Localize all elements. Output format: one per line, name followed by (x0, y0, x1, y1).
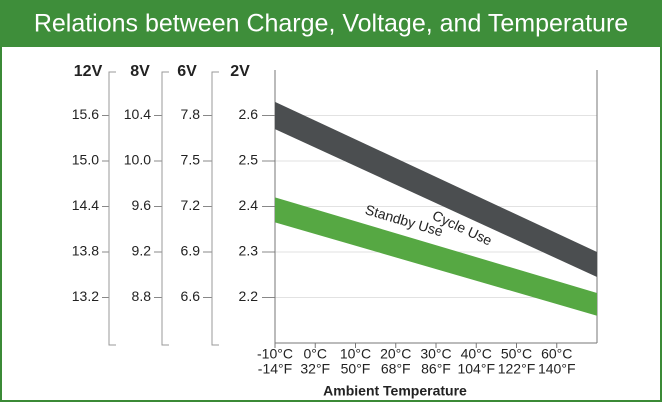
y-tick-label: 2.6 (239, 106, 259, 122)
band (275, 101, 597, 278)
axis-bracket (211, 71, 219, 346)
x-tick-label: 40°C (461, 346, 492, 362)
x-tick-label: 104°F (457, 361, 495, 377)
x-tick-label: -10°C (257, 346, 293, 362)
y-tick-label: 15.6 (72, 106, 99, 122)
chart-title: Relations between Charge, Voltage, and T… (34, 10, 628, 38)
y-tick-label: 2.3 (239, 243, 259, 259)
y-tick-label: 7.5 (181, 152, 201, 168)
y-tick-label: 10.0 (124, 152, 151, 168)
y-tick-label: 15.0 (72, 152, 99, 168)
band (275, 197, 597, 316)
x-tick-label: 20°C (380, 346, 411, 362)
y-tick-label: 6.6 (181, 288, 201, 304)
axis-header: 12V (74, 63, 103, 80)
x-tick-label: 86°F (421, 361, 451, 377)
y-tick-label: 6.9 (181, 243, 201, 259)
x-tick-label: 50°F (341, 361, 371, 377)
x-tick-label: 30°C (420, 346, 451, 362)
x-tick-label: 60°C (541, 346, 572, 362)
y-tick-label: 7.8 (181, 106, 201, 122)
y-tick-label: 2.4 (239, 197, 259, 213)
y-tick-label: 10.4 (124, 106, 151, 122)
y-axis-title: 2V (230, 63, 250, 80)
axis-header: 6V (177, 63, 197, 80)
x-tick-label: 122°F (498, 361, 536, 377)
y-tick-label: 2.2 (239, 288, 259, 304)
y-tick-label: 14.4 (72, 197, 99, 213)
x-tick-label: 32°F (300, 361, 330, 377)
y-tick-label: 7.2 (181, 197, 201, 213)
header-bar (0, 0, 662, 47)
x-tick-label: 50°C (501, 346, 532, 362)
y-tick-label: 9.2 (132, 243, 152, 259)
y-tick-label: 9.6 (132, 197, 152, 213)
axis-header: 8V (130, 63, 150, 80)
x-tick-label: 10°C (340, 346, 371, 362)
axis-bracket (108, 71, 116, 346)
axis-bracket (161, 71, 169, 346)
y-tick-label: 2.5 (239, 152, 259, 168)
x-tick-label: 68°F (381, 361, 411, 377)
y-tick-label: 8.8 (132, 288, 152, 304)
x-axis-title: Ambient Temperature (323, 383, 467, 399)
x-tick-label: -14°F (258, 361, 292, 377)
y-tick-label: 13.2 (72, 288, 99, 304)
x-tick-label: 0°C (304, 346, 328, 362)
y-tick-label: 13.8 (72, 243, 99, 259)
x-tick-label: 140°F (538, 361, 576, 377)
